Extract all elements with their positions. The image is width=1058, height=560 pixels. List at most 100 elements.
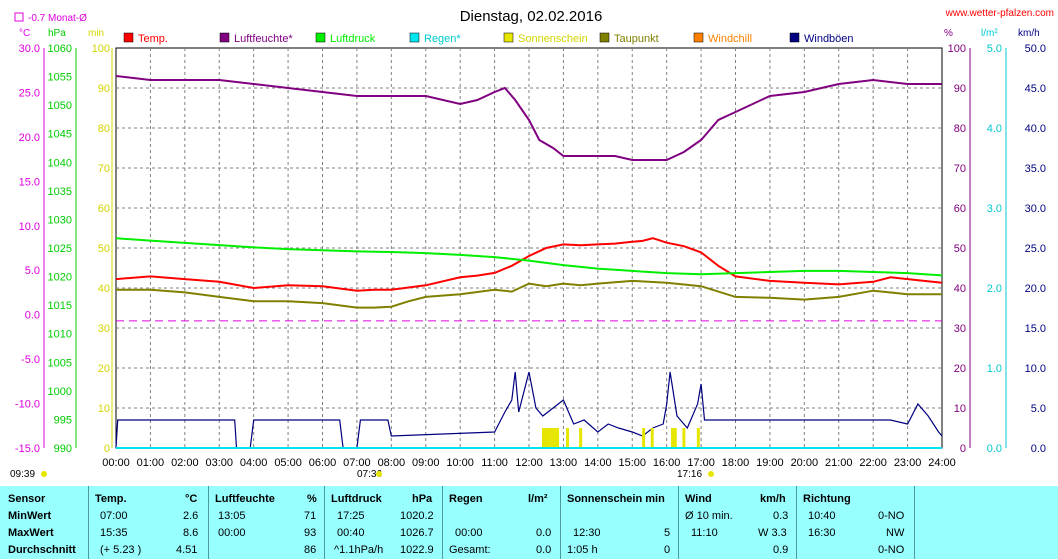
x-tick-label: 06:00 bbox=[309, 457, 337, 469]
y-tick-label-temp: 30.0 bbox=[19, 43, 40, 55]
plot-area bbox=[115, 75, 943, 449]
y-tick-label-pressure: 1015 bbox=[48, 300, 72, 312]
stats-cell: 5 bbox=[664, 527, 671, 539]
stats-cell: 15:35 bbox=[100, 527, 128, 539]
pressure-line bbox=[115, 237, 943, 277]
stats-cell: Regen bbox=[449, 493, 483, 505]
y-tick-label-wind: 45.0 bbox=[1025, 83, 1046, 95]
sunshine-bar bbox=[547, 428, 551, 448]
unit-rain: l/m² bbox=[981, 28, 998, 39]
sunshine-bar bbox=[642, 428, 646, 448]
start-time-label: 09:39 bbox=[10, 469, 35, 480]
stats-cell: 11:10 bbox=[691, 527, 718, 539]
statistics-table: Sensor Temp. °C Luftfeuchte % Luftdruck … bbox=[0, 486, 1058, 559]
y-tick-label-pressure: 1005 bbox=[48, 357, 72, 369]
unit-temp: °C bbox=[19, 28, 30, 39]
stats-cell: 00:40 bbox=[337, 527, 365, 539]
stats-cell: 17:25 bbox=[337, 510, 365, 522]
dewpoint-line bbox=[116, 279, 942, 309]
y-tick-label-minutes: 30 bbox=[98, 323, 110, 335]
sunshine-bar bbox=[556, 428, 560, 448]
y-tick-label-rain: 0.0 bbox=[987, 443, 1002, 455]
stats-cell: 1026.7 bbox=[400, 527, 434, 539]
stats-cell: 07:00 bbox=[100, 510, 128, 522]
column-separator bbox=[324, 486, 325, 559]
x-tick-label: 07:00 bbox=[343, 457, 371, 469]
y-tick-label-pressure: 1040 bbox=[48, 157, 72, 169]
y-tick-label-pressure: 1055 bbox=[48, 72, 72, 84]
y-tick-label-minutes: 50 bbox=[98, 243, 110, 255]
x-tick-label: 22:00 bbox=[859, 457, 887, 469]
stats-cell: Luftfeuchte bbox=[215, 493, 275, 505]
legend-swatch bbox=[219, 32, 230, 43]
legend-swatch bbox=[315, 32, 326, 43]
legend: Temp. Luftfeuchte* Luftdruck Regen* Sonnensc… bbox=[123, 32, 854, 45]
y-tick-label-wind: 40.0 bbox=[1025, 123, 1046, 135]
column-separator bbox=[560, 486, 561, 559]
stats-average-row: Durchschnitt (+ 5.23 ) 4.51 86 ^1.1hPa/h… bbox=[0, 542, 1058, 560]
stats-cell: l/m² bbox=[528, 493, 548, 505]
x-tick-label: 05:00 bbox=[274, 457, 302, 469]
legend-swatch bbox=[503, 32, 514, 43]
website-link[interactable]: www.wetter-pfalzen.com bbox=[945, 8, 1054, 19]
humidity-line bbox=[115, 75, 942, 161]
stats-cell: 0 bbox=[664, 544, 671, 556]
y-tick-label-pressure: 1025 bbox=[48, 243, 72, 255]
stats-cell: Wind bbox=[685, 493, 712, 505]
y-tick-label-percent: 80 bbox=[954, 123, 966, 135]
stats-cell: 1020.2 bbox=[400, 510, 434, 522]
x-tick-label: 16:00 bbox=[653, 457, 681, 469]
y-tick-label-wind: 35.0 bbox=[1025, 163, 1046, 175]
legend-label: Windchill bbox=[708, 33, 752, 45]
stats-cell: Durchschnitt bbox=[8, 544, 76, 556]
legend-swatch bbox=[409, 32, 420, 43]
stats-cell: MaxWert bbox=[8, 527, 54, 539]
column-separator bbox=[796, 486, 797, 559]
y-tick-label-minutes: 80 bbox=[98, 123, 110, 135]
y-tick-label-rain: 4.0 bbox=[987, 123, 1002, 135]
sunshine-bar bbox=[566, 428, 570, 448]
x-tick-label: 10:00 bbox=[446, 457, 474, 469]
legend-label: Luftfeuchte* bbox=[234, 33, 293, 45]
y-tick-label-percent: 100 bbox=[948, 43, 966, 55]
stats-cell: 0.9 bbox=[773, 544, 789, 556]
legend-label: Windböen bbox=[804, 33, 854, 45]
y-tick-label-pressure: 1050 bbox=[48, 100, 72, 112]
y-tick-label-minutes: 90 bbox=[98, 83, 110, 95]
legend-swatch bbox=[693, 32, 704, 43]
stats-cell: NW bbox=[886, 527, 905, 539]
y-tick-label-temp: 10.0 bbox=[19, 221, 40, 233]
x-tick-label: 00:00 bbox=[102, 457, 130, 469]
legend-label: Luftdruck bbox=[330, 33, 376, 45]
y-tick-label-pressure: 1020 bbox=[48, 272, 72, 284]
y-tick-label-temp: 0.0 bbox=[25, 310, 40, 322]
stats-minwert-row: MinWert 07:00 2.6 13:05 71 17:25 1020.2 … bbox=[0, 508, 1058, 526]
y-tick-label-wind: 10.0 bbox=[1025, 363, 1046, 375]
stats-header-row: Sensor Temp. °C Luftfeuchte % Luftdruck … bbox=[0, 491, 1058, 509]
stats-cell: 1022.9 bbox=[400, 544, 434, 556]
x-tick-label: 11:00 bbox=[481, 457, 508, 469]
y-tick-label-minutes: 10 bbox=[98, 403, 110, 415]
unit-percent: % bbox=[944, 28, 953, 39]
y-tick-label-percent: 70 bbox=[954, 163, 966, 175]
stats-cell: Ø 10 min. bbox=[685, 510, 733, 522]
x-tick-label: 18:00 bbox=[722, 457, 750, 469]
x-tick-label: 14:00 bbox=[584, 457, 612, 469]
y-tick-label-temp: 25.0 bbox=[19, 87, 40, 99]
y-tick-label-wind: 5.0 bbox=[1031, 403, 1046, 415]
y-tick-label-temp: -15.0 bbox=[15, 443, 40, 455]
stats-cell: 16:30 bbox=[808, 527, 836, 539]
sunshine-bar bbox=[579, 428, 583, 448]
grid bbox=[115, 47, 943, 449]
y-tick-label-percent: 10 bbox=[954, 403, 966, 415]
y-tick-label-percent: 20 bbox=[954, 363, 966, 375]
stats-cell: MinWert bbox=[8, 510, 52, 522]
stats-cell: °C bbox=[185, 493, 198, 505]
sunshine-bar bbox=[553, 428, 557, 448]
stats-cell: 0-NO bbox=[878, 510, 905, 522]
stats-maxwert-row: MaxWert 15:35 8.6 00:00 93 00:40 1026.7 … bbox=[0, 525, 1058, 543]
stats-cell: 86 bbox=[304, 544, 317, 556]
x-tick-label: 09:00 bbox=[412, 457, 440, 469]
sunrise-label: 07:36 bbox=[357, 469, 382, 480]
sunshine-bar bbox=[682, 428, 686, 448]
